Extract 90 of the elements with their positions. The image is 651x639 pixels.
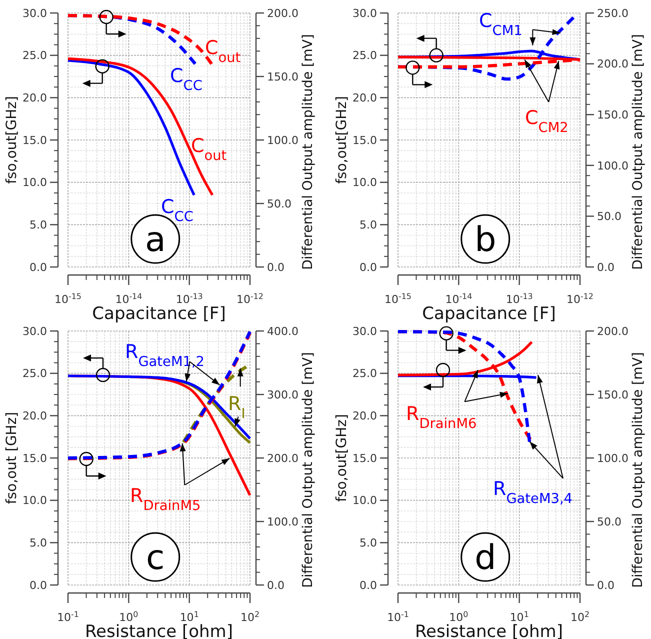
y-tick-label: 0.0 xyxy=(30,578,47,592)
y2-tick-label: 0.0 xyxy=(597,578,614,592)
x-tick-label: 10$^{-13}$ xyxy=(506,292,533,306)
text: R$_{DrainM5}$ xyxy=(130,485,201,514)
y-tick-label: 10.0 xyxy=(22,494,47,508)
y2-tick-label: 200.0 xyxy=(267,6,298,20)
y-tick-label: 25.0 xyxy=(22,49,47,62)
y-tick-label: 5.0 xyxy=(360,218,377,232)
y-tick-label: 25.0 xyxy=(22,367,47,380)
y-axis-title: fso,out[GHz] xyxy=(334,96,350,184)
series-label: R$_{I}$ xyxy=(228,393,246,422)
x-tick-label: 10$^{2}$ xyxy=(240,610,260,624)
y-tick-label: 30.0 xyxy=(22,324,47,338)
x-tick-label: 10$^{0}$ xyxy=(119,610,138,624)
y-tick-label: 5.0 xyxy=(360,536,377,550)
y2-tick-label: 0.0 xyxy=(267,578,284,592)
y-axis-title: fso,out [GHz] xyxy=(4,412,20,504)
x-tick-label: 10$^{1}$ xyxy=(180,610,199,624)
y-tick-label: 0.0 xyxy=(360,578,377,592)
y2-tick-label: 150.0 xyxy=(597,108,628,122)
y-axis-title: fso,out[GHz] xyxy=(4,96,20,184)
y2-axis-title: Differential Output amplitude [mV] xyxy=(630,352,646,588)
y2-tick-label: 250.0 xyxy=(597,6,628,20)
text: C$_{CM2}$ xyxy=(525,107,568,136)
y-tick-label: 5.0 xyxy=(30,536,47,550)
x-tick-label: 10$^{-1}$ xyxy=(387,610,409,624)
x-tick-label: 10$^{-14}$ xyxy=(445,292,472,306)
y-tick-label: 30.0 xyxy=(352,6,377,20)
y-axis-title: fso,out[GHz] xyxy=(334,414,350,502)
y-tick-label: 30.0 xyxy=(22,6,47,20)
y2-tick-label: 300.0 xyxy=(267,388,298,402)
x-tick-label: 10$^{-15}$ xyxy=(54,292,82,306)
y2-tick-label: 0.0 xyxy=(267,260,284,274)
y-tick-label: 10.0 xyxy=(22,176,47,190)
x-tick-label: 10$^{-14}$ xyxy=(115,292,142,306)
text: R$_{GateM3,4}$ xyxy=(493,478,572,507)
series-label: C$_{CM1}$ xyxy=(479,10,522,39)
series-label: C$_{out}$ xyxy=(191,135,228,164)
y-tick-label: 5.0 xyxy=(30,218,47,232)
y2-tick-label: 150.0 xyxy=(597,388,628,402)
y2-tick-label: 100.0 xyxy=(597,159,628,172)
annotation: c xyxy=(146,538,165,578)
y-tick-label: 20.0 xyxy=(22,410,47,423)
series-label: R$_{DrainM6}$ xyxy=(406,403,477,432)
y2-tick-label: 50.0 xyxy=(597,210,622,224)
series-label: C$_{out}$ xyxy=(205,37,242,66)
y-tick-label: 20.0 xyxy=(22,92,47,105)
y2-tick-label: 100.0 xyxy=(267,134,298,147)
y2-axis-title: Differential Output amplitude [mV] xyxy=(630,34,646,270)
x-axis-title: Capacitance [F] xyxy=(422,304,556,324)
y-tick-label: 20.0 xyxy=(352,92,377,105)
y-tick-label: 15.0 xyxy=(352,452,377,465)
y-tick-label: 15.0 xyxy=(352,134,377,147)
y-tick-label: 0.0 xyxy=(360,260,377,274)
x-tick-label: 10$^{0}$ xyxy=(449,610,468,624)
y-tick-label: 25.0 xyxy=(352,49,377,62)
x-tick-label: 10$^{-15}$ xyxy=(384,292,412,306)
x-tick-label: 10$^{2}$ xyxy=(570,610,590,624)
x-tick-label: 10$^{-12}$ xyxy=(236,292,264,306)
y2-tick-label: 200.0 xyxy=(597,324,628,338)
x-tick-label: 10$^{-13}$ xyxy=(176,292,203,306)
y-tick-label: 20.0 xyxy=(352,410,377,423)
y2-tick-label: 0.0 xyxy=(597,260,614,274)
y2-tick-label: 50.0 xyxy=(267,197,292,210)
y2-tick-label: 100.0 xyxy=(267,515,298,528)
x-tick-label: 10$^{1}$ xyxy=(510,610,529,624)
y2-tick-label: 200.0 xyxy=(597,58,628,71)
y-tick-label: 15.0 xyxy=(22,452,47,465)
y2-tick-label: 50.0 xyxy=(597,515,622,528)
y2-tick-label: 150.0 xyxy=(267,70,298,84)
y-tick-label: 15.0 xyxy=(22,134,47,147)
x-axis-title: Resistance [ohm] xyxy=(84,622,234,639)
y-tick-label: 25.0 xyxy=(352,367,377,380)
y2-axis-title: Differential Output amplitude [mV] xyxy=(300,34,316,270)
annotation: b xyxy=(474,220,496,260)
y2-tick-label: 100.0 xyxy=(597,452,628,465)
y-tick-label: 10.0 xyxy=(352,176,377,190)
y-tick-label: 0.0 xyxy=(30,260,47,274)
series-label: C$_{CC}$ xyxy=(170,65,202,94)
x-tick-label: 10$^{-1}$ xyxy=(57,610,79,624)
y-tick-label: 10.0 xyxy=(352,494,377,508)
y2-axis-title: Differential Output amplitude [mV] xyxy=(300,352,316,588)
y2-tick-label: 200.0 xyxy=(267,452,298,465)
x-axis-title: Resistance [ohm] xyxy=(414,622,564,639)
x-axis-title: Capacitance [F] xyxy=(92,304,226,324)
y2-tick-label: 400.0 xyxy=(267,324,298,338)
x-tick-label: 10$^{-12}$ xyxy=(566,292,594,306)
series-label: R$_{GateM1,2}$ xyxy=(125,341,204,370)
annotation: d xyxy=(474,538,496,578)
y-tick-label: 30.0 xyxy=(352,324,377,338)
